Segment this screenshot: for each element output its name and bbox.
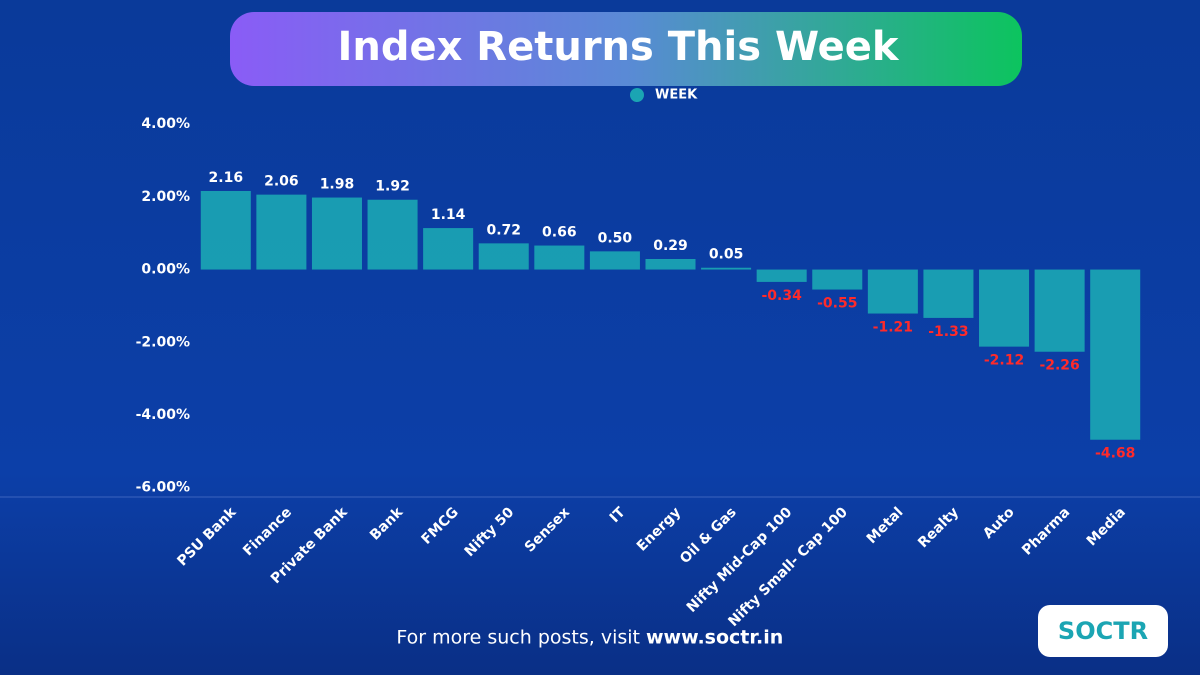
y-tick-label: 0.00% <box>141 262 190 278</box>
y-tick-label: -4.00% <box>136 407 190 423</box>
bar <box>923 269 974 318</box>
chart-title: Index Returns This Week <box>337 24 899 70</box>
bar <box>1034 269 1085 352</box>
y-tick-label: -6.00% <box>136 480 190 496</box>
bar <box>200 191 251 270</box>
legend-label: WEEK <box>655 88 698 103</box>
footer-link[interactable]: www.soctr.in <box>646 627 783 649</box>
y-tick-label: 4.00% <box>141 116 190 132</box>
value-label: 1.14 <box>431 207 466 223</box>
value-label: 0.72 <box>486 222 521 238</box>
bar <box>311 197 362 270</box>
footer-text: For more such posts, visit <box>396 627 640 649</box>
bar <box>701 267 752 270</box>
title-banner <box>230 12 1022 86</box>
value-label: 0.05 <box>709 247 744 263</box>
value-label: -1.21 <box>873 320 913 336</box>
value-label: -0.55 <box>817 296 857 312</box>
value-label: 2.16 <box>209 170 244 186</box>
bar <box>867 269 918 314</box>
value-label: -2.26 <box>1039 358 1079 374</box>
legend-swatch <box>630 88 644 102</box>
bar <box>478 243 529 270</box>
value-label: 1.92 <box>375 179 410 195</box>
y-tick-label: 2.00% <box>141 189 190 205</box>
bar <box>1090 269 1141 440</box>
value-label: 1.98 <box>320 177 355 193</box>
bar <box>645 259 696 270</box>
value-label: -4.68 <box>1095 446 1135 462</box>
value-label: 0.66 <box>542 225 577 241</box>
value-label: -2.12 <box>984 353 1024 369</box>
value-label: -0.34 <box>761 288 802 304</box>
bar <box>756 269 807 282</box>
bar <box>256 194 307 270</box>
bar <box>979 269 1030 347</box>
logo: SOCTR <box>1058 617 1148 645</box>
bar <box>812 269 863 290</box>
value-label: -1.33 <box>928 324 968 340</box>
bar <box>589 251 640 270</box>
y-tick-label: -2.00% <box>136 334 190 350</box>
bar <box>534 245 585 270</box>
bar <box>423 228 474 270</box>
value-label: 0.50 <box>598 230 633 246</box>
bar <box>367 199 418 270</box>
value-label: 2.06 <box>264 174 299 190</box>
value-label: 0.29 <box>653 238 688 254</box>
logo-box <box>1038 605 1168 657</box>
